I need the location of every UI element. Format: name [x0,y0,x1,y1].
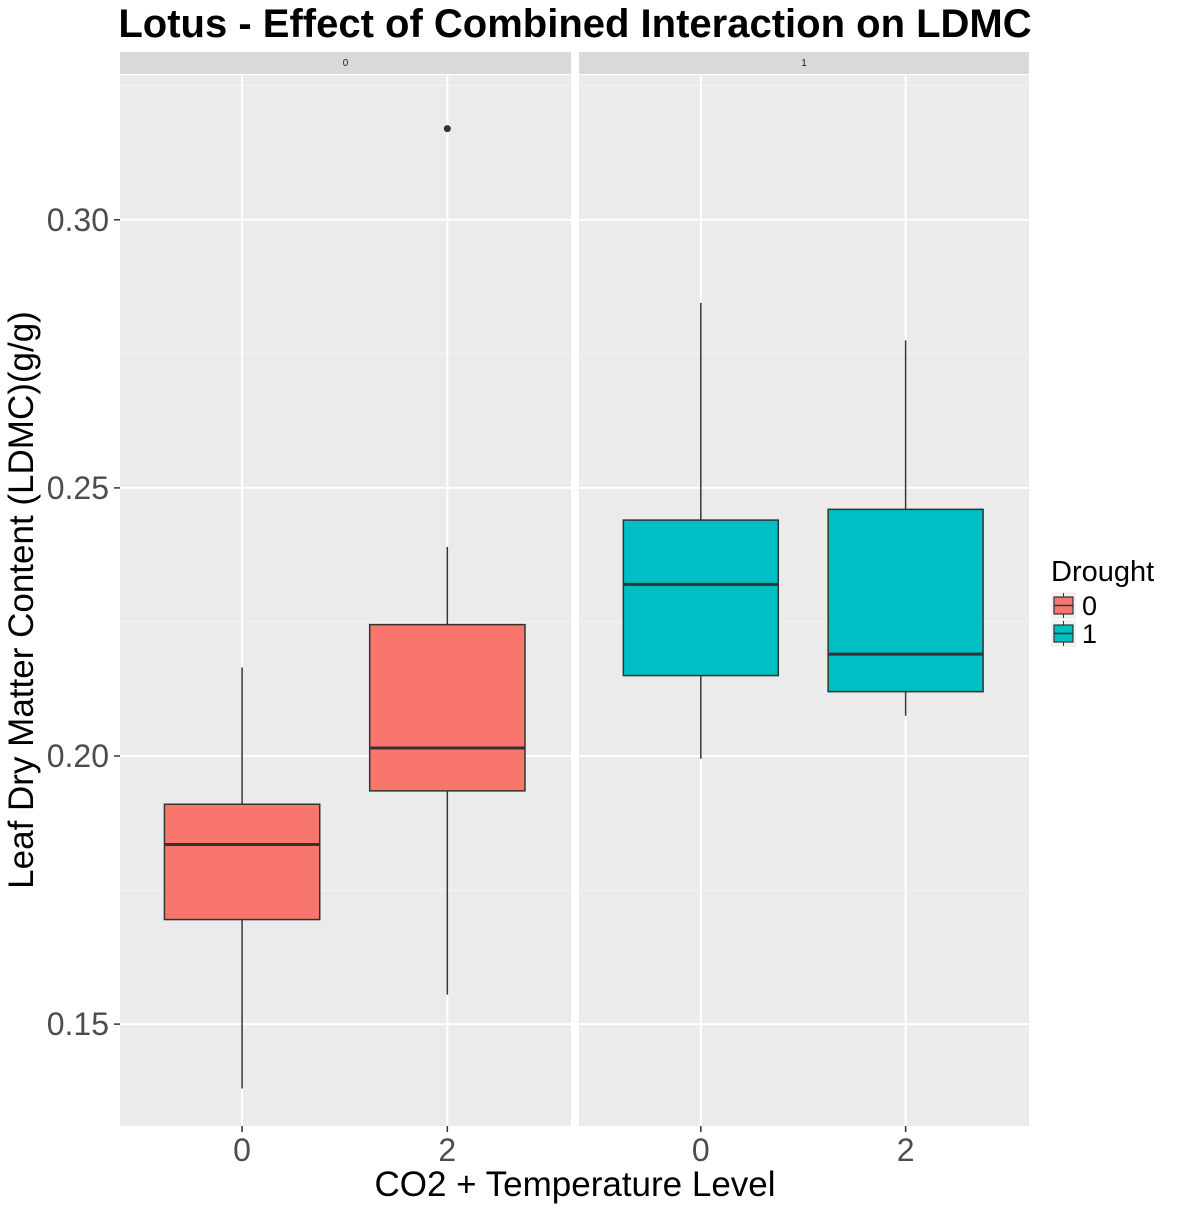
box-iqr [163,803,321,921]
box-iqr [827,508,984,693]
facet-strip-1 [579,52,1029,74]
y-tick-label: 0.15 [47,1006,109,1042]
boxplot-1-0 [622,302,780,759]
facet-strip-label: 0 [343,58,349,69]
x-axis-label: CO2 + Temperature Level [374,1165,775,1204]
box-iqr [622,519,780,677]
facet-strip-label: 1 [801,58,807,69]
y-tick-label: 0.25 [47,470,109,506]
boxplot-1-2 [827,340,984,716]
x-tick-label: 0 [692,1132,710,1168]
x-tick-label: 2 [438,1132,456,1168]
x-tick-label: 0 [233,1132,251,1168]
legend-label: 0 [1082,591,1097,621]
panel-background [120,75,571,1126]
facet-strip-0 [120,52,571,74]
x-tick-label: 2 [897,1132,915,1168]
legend-item-1: 1 [1051,619,1097,649]
outlier-point [443,125,451,133]
chart-title: Lotus - Effect of Combined Interaction o… [118,2,1031,46]
legend-title: Drought [1051,556,1154,588]
legend-label: 1 [1082,619,1097,649]
y-tick-label: 0.20 [47,738,109,774]
legend: Drought 01 [1051,556,1154,649]
y-tick-label: 0.30 [47,202,109,238]
boxplot-0-0 [163,667,321,1089]
plot-area: 0 0 2 1 0 2 0.15 0.20 0.25 0.30 [47,52,1029,1168]
boxplot-0-2 [368,125,526,995]
y-axis-label: Leaf Dry Matter Content (LDMC)(g/g) [2,311,41,889]
box-iqr [368,623,526,792]
legend-item-0: 0 [1051,591,1097,621]
